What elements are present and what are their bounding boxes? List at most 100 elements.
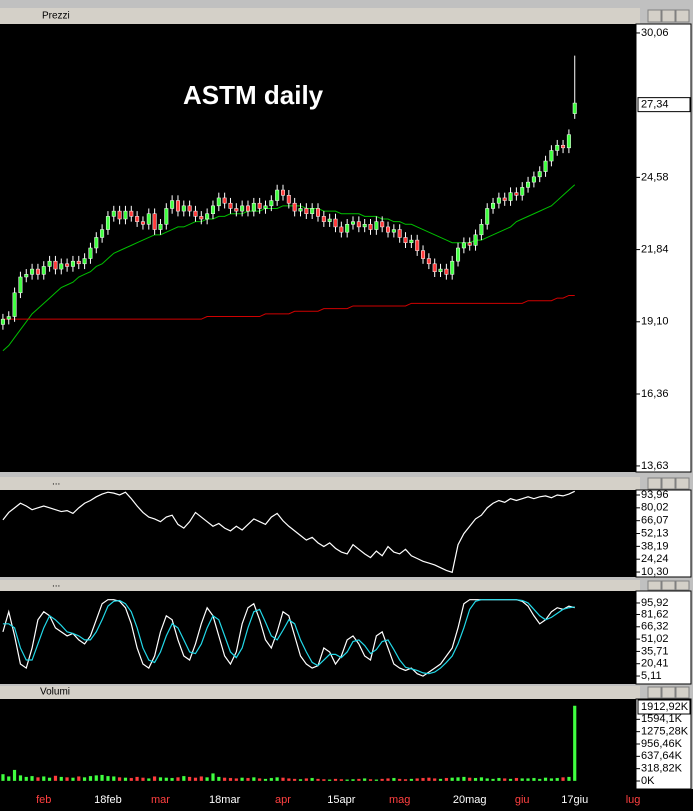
volume-bar bbox=[193, 777, 198, 782]
candle-body bbox=[30, 268, 35, 275]
candle-body bbox=[70, 260, 75, 267]
volume-bar bbox=[520, 778, 525, 782]
volume-bar bbox=[514, 777, 519, 782]
volume-bar bbox=[123, 777, 128, 782]
candle-body bbox=[374, 221, 379, 230]
close-button[interactable] bbox=[675, 9, 690, 23]
candle-body bbox=[566, 134, 571, 149]
candle-body bbox=[82, 258, 87, 265]
minimize-button[interactable] bbox=[647, 477, 662, 490]
volume-bar bbox=[409, 778, 414, 782]
x-tick-label: 20mag bbox=[453, 794, 487, 806]
panel-title: Prezzi bbox=[42, 11, 70, 22]
candle-body bbox=[321, 216, 326, 222]
y-tick-label: 21,84 bbox=[641, 243, 669, 255]
close-button[interactable] bbox=[675, 686, 690, 699]
volume-bar bbox=[362, 778, 367, 782]
volume-bar bbox=[257, 778, 262, 782]
volume-bar bbox=[53, 775, 58, 782]
volume-bar bbox=[111, 776, 116, 782]
candle-body bbox=[415, 239, 420, 251]
candle-body bbox=[12, 292, 17, 317]
candle-body bbox=[164, 208, 169, 225]
candle-body bbox=[24, 274, 29, 278]
x-tick-label: apr bbox=[275, 794, 291, 806]
last-value-box bbox=[637, 97, 691, 113]
candle-body bbox=[491, 202, 496, 209]
candle-body bbox=[426, 258, 431, 265]
minimize-button[interactable] bbox=[647, 686, 662, 699]
candle-body bbox=[479, 224, 484, 236]
close-button[interactable] bbox=[675, 477, 690, 490]
candle-body bbox=[216, 197, 221, 207]
y-tick-label: 16,36 bbox=[641, 388, 669, 400]
candle-body bbox=[555, 144, 560, 151]
volume-bar bbox=[117, 776, 122, 782]
volume-bar bbox=[531, 777, 536, 782]
volume-bar bbox=[292, 778, 297, 782]
volume-bar bbox=[438, 778, 443, 782]
x-axis-strip bbox=[0, 789, 693, 811]
indicator-line bbox=[2, 599, 575, 675]
maximize-button[interactable] bbox=[661, 580, 676, 591]
volume-bar bbox=[526, 778, 530, 782]
volume-bar bbox=[47, 777, 52, 782]
candle-body bbox=[105, 216, 110, 230]
y-tick-label: 35,71 bbox=[641, 645, 669, 657]
volume-bar bbox=[76, 776, 81, 782]
candle-body bbox=[526, 181, 531, 188]
volume-bar bbox=[24, 776, 29, 782]
volume-bar bbox=[36, 776, 40, 782]
window-buttons[interactable] bbox=[647, 9, 690, 699]
candle-body bbox=[88, 247, 93, 259]
volume-bar bbox=[1, 773, 5, 782]
y-tick-label: 66,07 bbox=[641, 515, 669, 527]
x-tick-label: giu bbox=[515, 794, 530, 806]
candle-body bbox=[485, 208, 490, 225]
volume-bar bbox=[304, 778, 309, 782]
volume-bar bbox=[205, 776, 210, 782]
volume-bar bbox=[496, 777, 501, 782]
volume-bar bbox=[380, 778, 385, 782]
maximize-button[interactable] bbox=[661, 9, 676, 23]
volume-bar bbox=[356, 778, 361, 782]
volume-bar bbox=[158, 776, 163, 782]
candle-body bbox=[333, 218, 338, 228]
candle-body bbox=[473, 234, 478, 246]
candle-body bbox=[572, 102, 577, 114]
candle-body bbox=[175, 200, 180, 212]
panel-title: ... bbox=[52, 477, 60, 488]
candle-body bbox=[53, 260, 58, 270]
x-tick-label: lug bbox=[626, 794, 641, 806]
x-tick-label: 18feb bbox=[94, 794, 122, 806]
candle-body bbox=[549, 150, 554, 162]
volume-bar bbox=[508, 778, 513, 782]
candle-body bbox=[228, 202, 233, 209]
minimize-button[interactable] bbox=[647, 580, 662, 591]
last-value-label: 27,34 bbox=[641, 99, 669, 111]
candle-body bbox=[421, 250, 426, 259]
candle-body bbox=[351, 221, 356, 225]
volume-bar bbox=[59, 776, 64, 782]
volume-bar bbox=[368, 778, 373, 782]
close-button[interactable] bbox=[675, 580, 690, 591]
y-tick-label: 1275,28K bbox=[641, 726, 689, 738]
volume-bar bbox=[30, 775, 34, 782]
volume-bar bbox=[485, 778, 490, 782]
volume-bar bbox=[316, 778, 320, 782]
candle-body bbox=[339, 226, 344, 233]
minimize-button[interactable] bbox=[647, 9, 662, 23]
volume-bar bbox=[549, 778, 554, 782]
volume-bar bbox=[65, 776, 70, 782]
panel-header bbox=[0, 477, 640, 490]
volume-bar bbox=[386, 778, 390, 782]
candle-body bbox=[514, 192, 519, 196]
maximize-button[interactable] bbox=[661, 477, 676, 490]
volume-bar bbox=[211, 773, 215, 782]
y-tick-label: 0K bbox=[641, 775, 655, 787]
maximize-button[interactable] bbox=[661, 686, 676, 699]
candle-body bbox=[140, 221, 145, 225]
volume-bar bbox=[106, 775, 110, 782]
candle-body bbox=[561, 144, 566, 149]
volume-bar bbox=[251, 776, 256, 782]
